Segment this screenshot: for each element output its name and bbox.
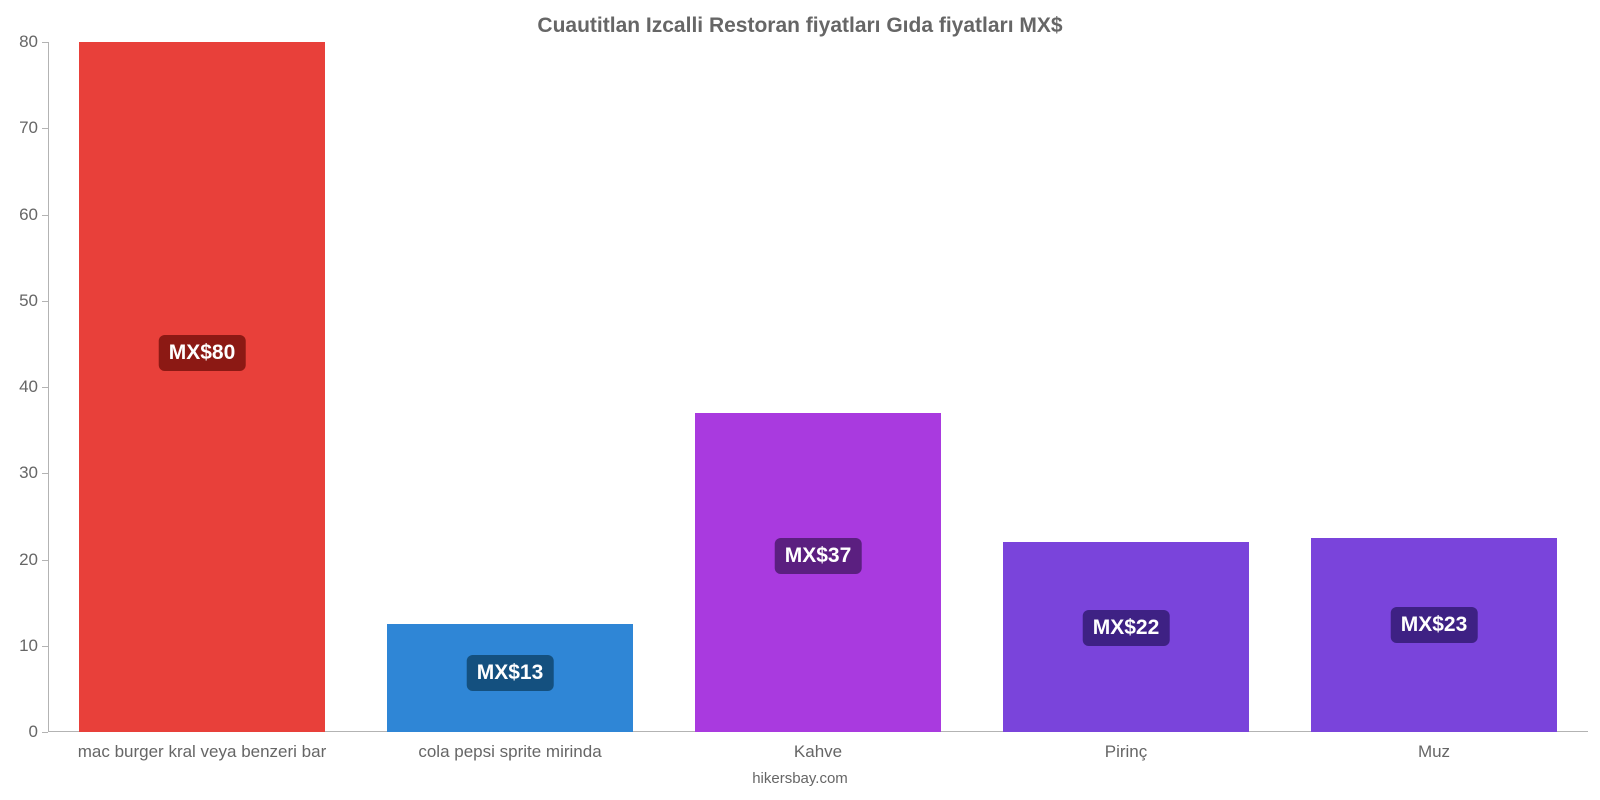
plot-area: 01020304050607080MX$80mac burger kral ve… (48, 42, 1588, 732)
x-axis-category-label: Muz (1418, 732, 1450, 762)
y-axis-tick-label: 0 (29, 722, 48, 742)
bar (79, 42, 325, 732)
bar-value-badge: MX$23 (1391, 607, 1478, 643)
y-axis-tick-label: 80 (19, 32, 48, 52)
y-axis-tick-label: 70 (19, 118, 48, 138)
x-axis-category-label: Kahve (794, 732, 842, 762)
y-axis-tick-label: 10 (19, 636, 48, 656)
y-axis-tick-label: 60 (19, 205, 48, 225)
bar-value-badge: MX$80 (159, 335, 246, 371)
y-axis-tick-label: 40 (19, 377, 48, 397)
y-axis-tick-label: 30 (19, 463, 48, 483)
y-axis-line (48, 42, 49, 732)
x-axis-category-label: mac burger kral veya benzeri bar (78, 732, 327, 762)
bar-value-badge: MX$13 (467, 655, 554, 691)
x-axis-category-label: cola pepsi sprite mirinda (418, 732, 601, 762)
bar-value-badge: MX$37 (775, 538, 862, 574)
chart-title: Cuautitlan Izcalli Restoran fiyatları Gı… (0, 14, 1600, 38)
y-axis-tick-label: 20 (19, 550, 48, 570)
x-axis-category-label: Pirinç (1105, 732, 1148, 762)
credit-text: hikersbay.com (0, 770, 1600, 787)
y-axis-tick-label: 50 (19, 291, 48, 311)
bar-value-badge: MX$22 (1083, 610, 1170, 646)
